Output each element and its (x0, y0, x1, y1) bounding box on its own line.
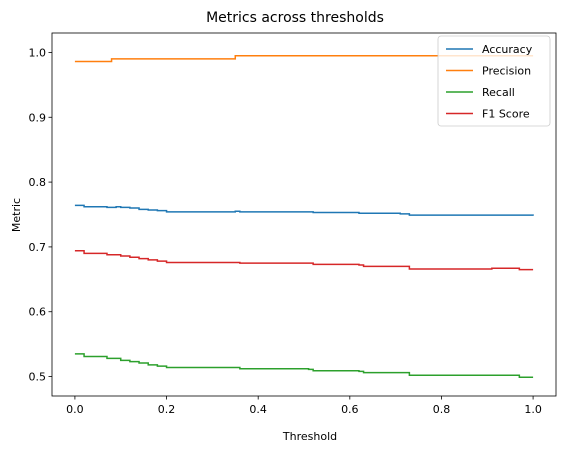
y-tick-label: 0.7 (29, 241, 47, 254)
legend-box (437, 35, 551, 127)
x-tick-label: 0.0 (66, 403, 84, 416)
series-line-precision (74, 54, 534, 63)
legend-label: Precision (482, 65, 531, 78)
y-tick-label: 1.0 (29, 46, 47, 59)
x-tick-label: 0.6 (341, 403, 359, 416)
series-line-f1-score (74, 250, 534, 271)
chart-title: Metrics across thresholds (206, 10, 384, 26)
y-tick-label: 0.8 (29, 176, 47, 189)
y-axis-label: Metric (10, 198, 23, 232)
x-axis-label: Threshold (282, 430, 337, 443)
axes: 0.0 0.2 0.4 0.6 0.8 1.0 0.5 0.6 0.7 0.8 0.9 1.0 (29, 32, 557, 416)
y-tick-label: 0.9 (29, 111, 47, 124)
plot-area (74, 54, 534, 378)
x-tick-label: 0.8 (433, 403, 451, 416)
series-line-recall (74, 353, 534, 378)
legend: Accuracy Precision Recall F1 Score (437, 35, 551, 127)
x-tick-label: 1.0 (524, 403, 542, 416)
y-tick-label: 0.6 (29, 306, 47, 319)
axes-frame (51, 32, 557, 397)
x-tick-label: 0.2 (158, 403, 176, 416)
x-tick-label: 0.4 (249, 403, 267, 416)
y-tick-label: 0.5 (29, 371, 47, 384)
series-line-accuracy (74, 204, 534, 216)
legend-label: Accuracy (482, 43, 533, 56)
legend-label: F1 Score (482, 108, 530, 121)
legend-label: Recall (482, 86, 515, 99)
